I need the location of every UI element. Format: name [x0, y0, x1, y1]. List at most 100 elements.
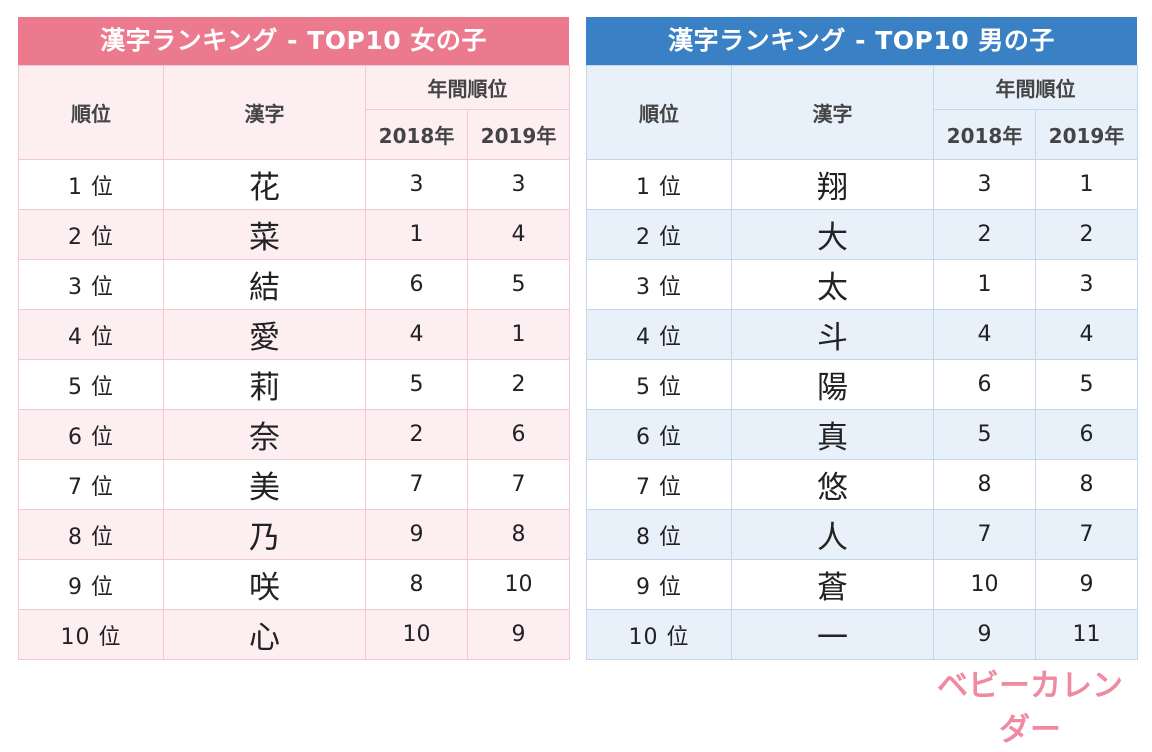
- rank-cell: 2 位: [18, 209, 164, 260]
- rank-cell: 1 位: [586, 159, 732, 210]
- girls-ranking-title: 漢字ランキング - TOP10 女の子: [18, 17, 569, 65]
- kanji-cell: 花: [163, 159, 366, 210]
- kanji-cell: 心: [163, 609, 366, 660]
- kanji-cell: 人: [731, 509, 934, 560]
- rank-cell: 8 位: [586, 509, 732, 560]
- rank-2018-cell: 3: [365, 159, 468, 210]
- rank-2018-cell: 4: [933, 309, 1036, 360]
- kanji-cell: 結: [163, 259, 366, 310]
- rank-2019-cell: 1: [1035, 159, 1138, 210]
- rank-2018-cell: 3: [933, 159, 1036, 210]
- rank-cell: 2 位: [586, 209, 732, 260]
- table-row: 9 位咲 8 10: [18, 559, 570, 610]
- rank-cell: 6 位: [18, 409, 164, 460]
- rank-2018-cell: 7: [933, 509, 1036, 560]
- table-row: 10 位心 10 9: [18, 609, 570, 660]
- rank-2018-cell: 9: [933, 609, 1036, 660]
- rank-2018-cell: 2: [933, 209, 1036, 260]
- rank-cell: 6 位: [586, 409, 732, 460]
- kanji-cell: 翔: [731, 159, 934, 210]
- rank-2019-cell: 7: [1035, 509, 1138, 560]
- kanji-cell: 乃: [163, 509, 366, 560]
- header-yearly-rank: 年間順位: [933, 65, 1138, 110]
- rank-cell: 5 位: [18, 359, 164, 410]
- rank-cell: 3 位: [18, 259, 164, 310]
- rank-2019-cell: 10: [467, 559, 570, 610]
- rank-2019-cell: 8: [1035, 459, 1138, 510]
- kanji-cell: 蒼: [731, 559, 934, 610]
- rank-2019-cell: 11: [1035, 609, 1138, 660]
- rank-2019-cell: 5: [467, 259, 570, 310]
- rank-cell: 9 位: [586, 559, 732, 610]
- rank-cell: 4 位: [586, 309, 732, 360]
- kanji-cell: 陽: [731, 359, 934, 410]
- rank-2019-cell: 8: [467, 509, 570, 560]
- rank-cell: 10 位: [586, 609, 732, 660]
- kanji-cell: 愛: [163, 309, 366, 360]
- rank-2019-cell: 5: [1035, 359, 1138, 410]
- rank-2019-cell: 6: [467, 409, 570, 460]
- header-2018: 2018年: [933, 109, 1036, 160]
- rank-cell: 1 位: [18, 159, 164, 210]
- header-yearly-rank: 年間順位: [365, 65, 570, 110]
- header-rank: 順位: [586, 65, 732, 160]
- kanji-cell: 菜: [163, 209, 366, 260]
- rank-cell: 7 位: [586, 459, 732, 510]
- header-kanji: 漢字: [163, 65, 366, 160]
- rank-cell: 9 位: [18, 559, 164, 610]
- baby-calendar-logo: ベビーカレンダー: [937, 668, 1123, 748]
- kanji-cell: 咲: [163, 559, 366, 610]
- rank-2019-cell: 1: [467, 309, 570, 360]
- rank-2018-cell: 10: [365, 609, 468, 660]
- rank-2019-cell: 9: [467, 609, 570, 660]
- boys-ranking-title: 漢字ランキング - TOP10 男の子: [586, 17, 1137, 65]
- kanji-cell: 一: [731, 609, 934, 660]
- header-2018: 2018年: [365, 109, 468, 160]
- rank-2019-cell: 4: [467, 209, 570, 260]
- rank-cell: 10 位: [18, 609, 164, 660]
- rank-2018-cell: 2: [365, 409, 468, 460]
- rank-2019-cell: 7: [467, 459, 570, 510]
- rank-2019-cell: 2: [1035, 209, 1138, 260]
- header-2019: 2019年: [467, 109, 570, 160]
- rank-2018-cell: 6: [933, 359, 1036, 410]
- rank-2018-cell: 1: [365, 209, 468, 260]
- rank-2018-cell: 8: [933, 459, 1036, 510]
- header-2019: 2019年: [1035, 109, 1138, 160]
- rank-2018-cell: 5: [933, 409, 1036, 460]
- kanji-cell: 悠: [731, 459, 934, 510]
- kanji-cell: 奈: [163, 409, 366, 460]
- rank-2019-cell: 4: [1035, 309, 1138, 360]
- rank-2018-cell: 6: [365, 259, 468, 310]
- header-kanji: 漢字: [731, 65, 934, 160]
- boys-ranking-panel: 漢字ランキング - TOP10 男の子 順位 漢字 年間順位 2018年 201…: [586, 17, 1138, 660]
- kanji-cell: 斗: [731, 309, 934, 360]
- rank-2019-cell: 3: [467, 159, 570, 210]
- rank-cell: 3 位: [586, 259, 732, 310]
- rank-2018-cell: 10: [933, 559, 1036, 610]
- table-row: 10 位一 9 11: [586, 609, 1138, 660]
- kanji-cell: 莉: [163, 359, 366, 410]
- rank-cell: 4 位: [18, 309, 164, 360]
- rank-2019-cell: 3: [1035, 259, 1138, 310]
- rank-2019-cell: 2: [467, 359, 570, 410]
- rank-2018-cell: 9: [365, 509, 468, 560]
